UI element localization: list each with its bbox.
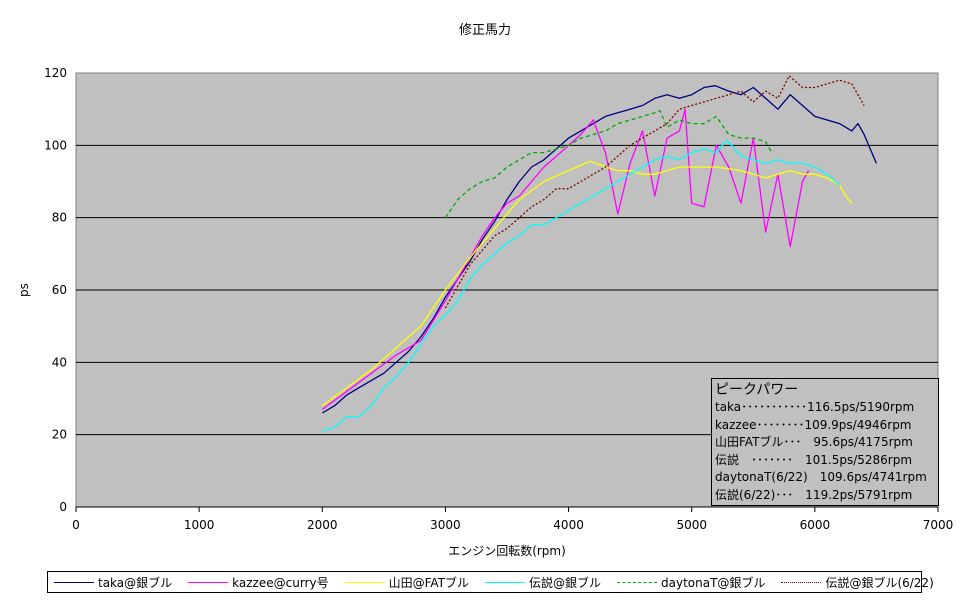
legend-label: taka@銀ブル [98, 575, 173, 590]
series-line-4 [322, 139, 840, 432]
x-tick-label: 5000 [676, 518, 707, 532]
legend-item: kazzee@curry号 [188, 574, 329, 591]
x-tick-label: 3000 [430, 518, 461, 532]
peak-line-taka: taka･･･････････116.5ps/5190rpm [715, 400, 915, 414]
legend-item: 伝説@銀ブル [485, 574, 601, 591]
peak-line-kazzee: kazzee････････109.9ps/4946rpm [715, 417, 912, 432]
legend-swatch [54, 581, 94, 583]
y-tick-label: 120 [44, 66, 67, 80]
legend-item: 山田@FATブル [344, 574, 469, 591]
x-tick-label: 4000 [553, 518, 584, 532]
peak-power-box: ピークパワー taka･･･････････116.5ps/5190rpm ka… [711, 378, 939, 506]
peak-line-densetsu: 伝説 ･･･････ 101.5ps/5286rpm [715, 452, 913, 467]
x-tick-label: 2000 [307, 518, 338, 532]
legend-item: daytonaT@銀ブル [617, 574, 765, 591]
peak-line-densetsu-622: 伝説(6/22)･･･ 119.2ps/5791rpm [715, 487, 913, 502]
series-line-2 [321, 108, 810, 410]
legend-swatch [781, 581, 822, 583]
legend-swatch [188, 581, 229, 583]
legend-label: 伝説@銀ブル(6/22) [825, 575, 934, 590]
y-tick-label: 100 [44, 138, 67, 152]
legend-item: taka@銀ブル [54, 574, 172, 591]
legend-swatch [617, 581, 658, 583]
series-line-5 [444, 109, 773, 219]
y-tick-label: 80 [52, 211, 67, 225]
legend-label: 山田@FATブル [388, 575, 469, 590]
x-axis-ticks: 0 1000 2000 3000 4000 5000 6000 7000 [72, 506, 954, 532]
series-line-3 [321, 160, 853, 407]
y-tick-label: 60 [52, 283, 67, 297]
legend-label: 伝説@銀ブル [529, 575, 602, 590]
peak-box-title: ピークパワー [715, 382, 799, 398]
legend-swatch [485, 581, 525, 583]
peak-line-daytona: daytonaT(6/22) 109.6ps/4741rpm [715, 470, 927, 484]
series-lines [321, 75, 877, 432]
legend-item: 伝説@銀ブル(6/22) [781, 574, 934, 591]
legend-label: daytonaT@銀ブル [661, 575, 766, 590]
legend-swatch [344, 581, 385, 583]
x-tick-label: 1000 [184, 518, 215, 532]
y-tick-label: 0 [59, 500, 67, 514]
y-tick-label: 40 [52, 355, 67, 369]
legend-label: kazzee@curry号 [232, 575, 329, 590]
series-line-1 [321, 85, 877, 414]
legend: taka@銀ブル kazzee@curry号 山田@FATブル 伝説@銀ブル d… [47, 571, 934, 593]
x-tick-label: 7000 [923, 518, 954, 532]
x-tick-label: 0 [72, 518, 80, 532]
chart-title: 修正馬力 [459, 23, 511, 38]
y-axis-label: ps [17, 283, 31, 297]
x-axis-label: エンジン回転数(rpm) [448, 543, 566, 558]
peak-line-yamada: 山田FATブル･･･ 95.6ps/4175rpm [715, 435, 913, 449]
x-tick-label: 6000 [800, 518, 831, 532]
series-line-6 [444, 75, 865, 309]
y-tick-label: 20 [52, 428, 67, 442]
y-axis-ticks: 0 20 40 60 80 100 120 [44, 66, 67, 514]
